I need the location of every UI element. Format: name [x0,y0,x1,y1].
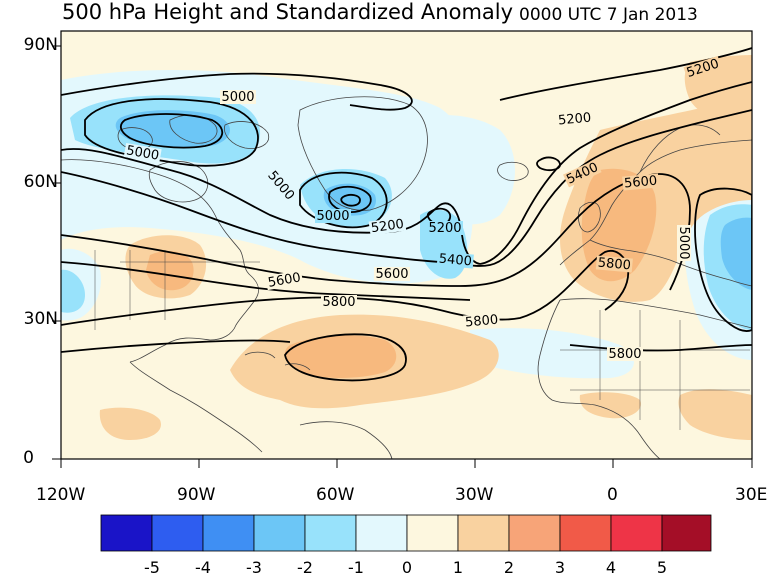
lon-label-90w: 90W [177,485,216,505]
colorbar-label: 2 [503,558,515,577]
contour-label: 5000 [676,226,691,259]
contour-label: 5800 [608,347,641,362]
colorbar-bin [151,514,204,552]
colorbar-bin [355,514,408,552]
contour-labels: 5000 5000 5000 5000 5200 5200 5200 5200 … [123,55,723,362]
contour-label: 5000 [221,90,254,105]
colorbar-bin [304,514,357,552]
colorbar-bin [610,514,663,552]
contour-label: 5000 [125,143,160,164]
chart-timestamp: 0000 UTC 7 Jan 2013 [519,5,698,25]
colorbar [100,514,712,552]
colorbar-label: 3 [554,558,566,577]
colorbar-label: -5 [144,558,160,577]
colorbar-bin [100,514,153,552]
negative-anomaly-peak-east [720,217,752,290]
contour-5200-east [479,81,752,265]
lat-label-90n: 90N [23,35,58,55]
contour-label: 5600 [624,174,658,192]
positive-anomaly-core-caribbean [284,335,397,378]
contour-label: 5200 [428,221,461,236]
colorbar-bin [202,514,255,552]
colorbar-label: 4 [605,558,617,577]
colorbar-bin [508,514,561,552]
map-frame [60,30,753,460]
colorbar-bin [457,514,510,552]
contour-4800-labrador [328,185,372,213]
negative-anomaly-region-greenland [380,115,515,225]
colorbar-label: -3 [246,558,262,577]
contour-label: 5000 [316,209,349,224]
lat-label-60n: 60N [23,172,58,192]
contour-5800-south [61,339,291,353]
contour-5400-greenland [536,156,561,172]
contour-label: 5200 [558,111,592,129]
colorbar-label: -2 [297,558,313,577]
contour-label: 5800 [597,256,631,274]
colorbar-label: 5 [656,558,668,577]
negative-anomaly-core-west [61,269,85,313]
contour-5800-caribbean [284,333,407,382]
lat-label-equator: 0 [23,448,34,468]
negative-anomaly-peak-hudson [115,110,230,148]
lon-label-60w: 60W [316,485,355,505]
positive-anomaly-region-tropical-west [99,407,161,440]
contour-label: 5400 [438,252,472,270]
colorbar-label: 1 [452,558,464,577]
chart-title: 500 hPa Height and Standardized Anomaly [62,0,514,24]
contour-5200-north [61,72,413,111]
contour-label: 5800 [322,295,355,310]
contour-5400-east-ring [694,187,752,332]
contour-5400 [61,109,752,267]
lat-label-30n: 30N [23,309,58,329]
lon-label-0: 0 [607,485,618,505]
colorbar-label: -1 [348,558,364,577]
lon-label-120w: 120W [36,485,86,505]
contour-label: 5200 [370,217,405,236]
contour-4800-hudson [119,113,223,149]
colorbar-bin [559,514,612,552]
colorbar-bin [253,514,306,552]
colorbar-bin [661,514,712,552]
negative-anomaly-region-south-atlantic [470,328,634,379]
contour-5000-east [499,47,752,101]
lon-label-30w: 30W [455,485,494,505]
contour-5600-south [61,261,471,301]
contour-4600-labrador [340,193,361,207]
colorbar-bin [406,514,459,552]
colorbar-label: 0 [401,558,413,577]
positive-anomaly-region-atlantic-south [579,392,641,419]
positive-anomaly-core-gulf [146,250,194,291]
lon-label-30e: 30E [735,485,768,505]
contour-5600 [61,173,691,291]
positive-anomaly-region-africa-south [678,389,752,440]
contour-label: 5600 [267,270,302,291]
contour-label: 5600 [375,267,408,282]
colorbar-label: -4 [195,558,211,577]
contour-5800-africa [569,344,752,352]
contour-label: 5800 [465,313,499,331]
axis-ticks [52,45,753,468]
